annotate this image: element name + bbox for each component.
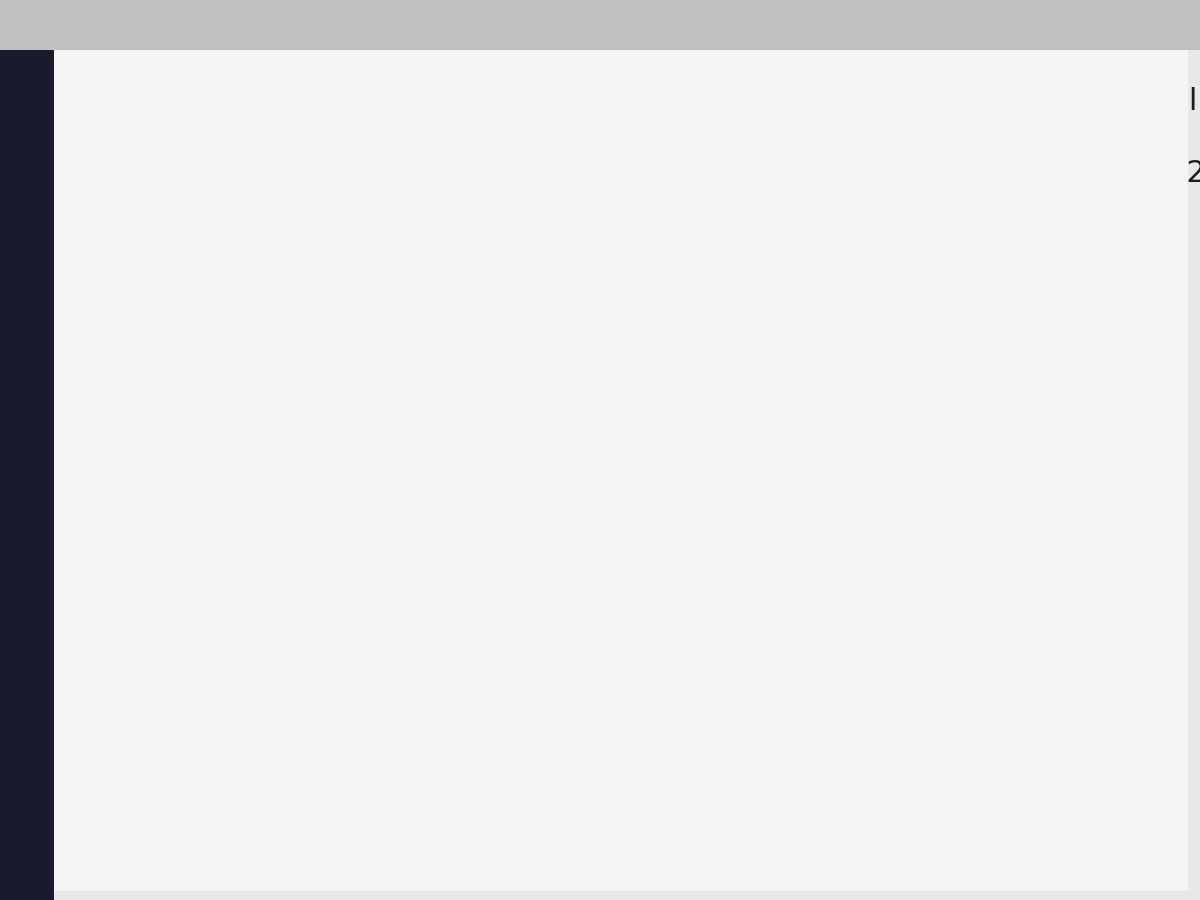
Bar	[488, 337, 680, 404]
Text: Two forces, F1 and F2, are applied to a block on a frictionless, horizontal: Two forces, F1 and F2, are applied to a …	[94, 87, 1198, 116]
Text: d. 7 kg: d. 7 kg	[190, 792, 294, 821]
Text: Frictionless surface: Frictionless surface	[365, 455, 565, 475]
Text: a. 10 kg: a. 10 kg	[190, 513, 313, 542]
Text: 2: 2	[708, 318, 719, 333]
Text: 1: 1	[202, 318, 211, 333]
Text: Block: Block	[557, 361, 613, 381]
Text: b. 5 kg: b. 5 kg	[190, 606, 294, 634]
Text: F: F	[184, 304, 196, 324]
Text: = 12 N: = 12 N	[216, 304, 295, 324]
Text: meters per second2, what is the mass of the block?: meters per second2, what is the mass of …	[94, 231, 883, 260]
Text: c. 14 kg: c. 14 kg	[190, 698, 311, 728]
Text: F: F	[691, 304, 703, 324]
Text: = 2 N: = 2 N	[721, 304, 781, 324]
Text: surface as shown below. If the magnitude of the block’s acceleration is 2.0: surface as shown below. If the magnitude…	[94, 159, 1200, 188]
